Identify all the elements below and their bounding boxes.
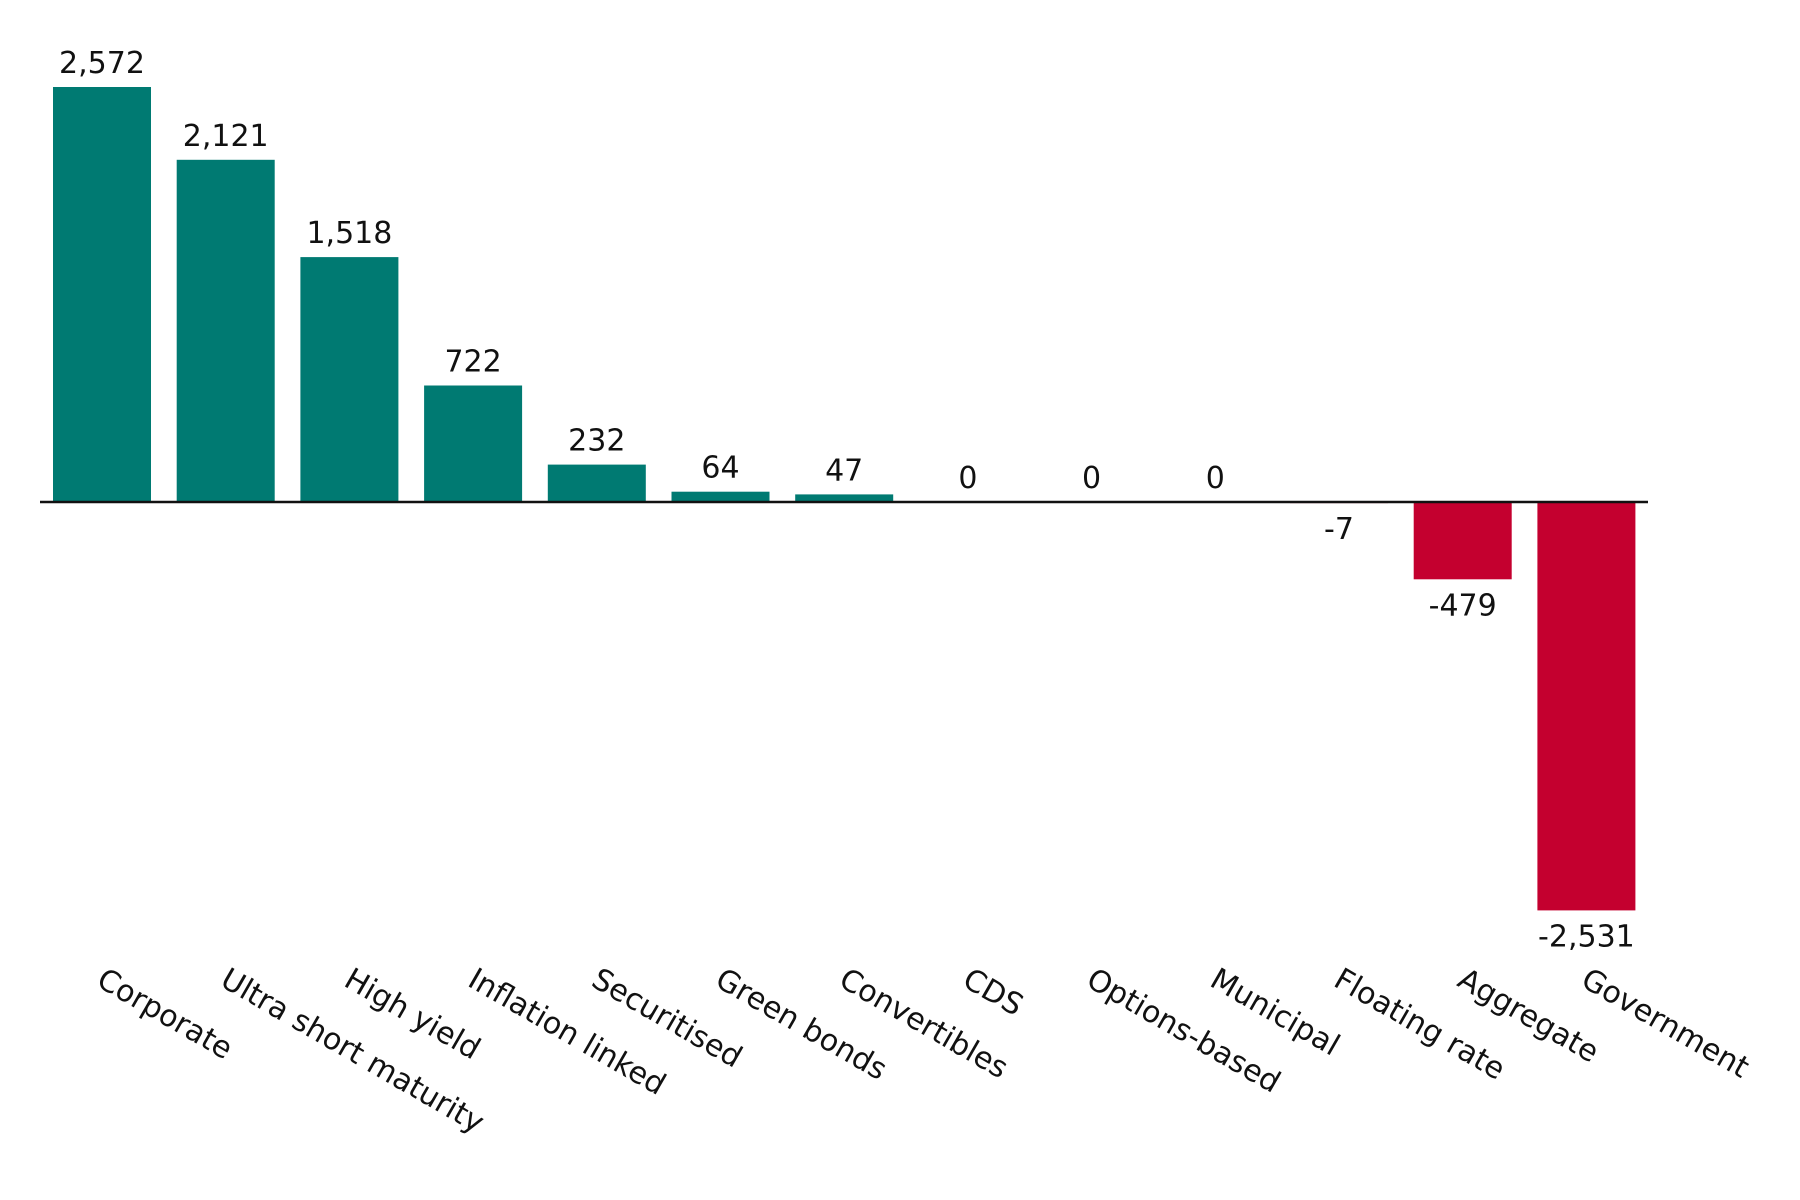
value-label-cds: 0 — [958, 461, 977, 496]
value-label-municipal: 0 — [1206, 461, 1225, 496]
bars-group — [53, 87, 1636, 911]
bar-government — [1537, 502, 1636, 911]
value-label-securitised: 232 — [568, 424, 625, 459]
category-label-cds: CDS — [957, 962, 1029, 1024]
value-label-aggregate: -479 — [1429, 588, 1497, 623]
value-label-floating-rate: -7 — [1324, 512, 1354, 547]
bar-securitised — [547, 464, 646, 502]
bar-high-yield — [300, 257, 399, 502]
value-label-high-yield: 1,518 — [306, 216, 392, 251]
bar-ultra-short-maturity — [176, 159, 275, 503]
value-label-green-bonds: 64 — [701, 451, 739, 486]
bar-convertibles — [795, 494, 894, 502]
category-label-corporate: Corporate — [91, 962, 238, 1067]
bar-corporate — [53, 87, 151, 502]
value-label-inflation-linked: 722 — [444, 345, 501, 380]
value-label-convertibles: 47 — [825, 453, 863, 488]
value-label-government: -2,531 — [1538, 919, 1635, 954]
value-label-corporate: 2,572 — [59, 46, 145, 81]
value-label-ultra-short-maturity: 2,121 — [183, 119, 269, 154]
bar-green-bonds — [671, 491, 770, 502]
value-label-options-based: 0 — [1082, 461, 1101, 496]
bar-aggregate — [1413, 502, 1512, 580]
category-label-government: Government — [1575, 962, 1755, 1086]
value-labels-group: 2,572 2,121 1,518 722 232 64 47 0 0 0 -7 -479 -2,531 — [59, 46, 1635, 954]
bar-inflation-linked — [424, 385, 523, 502]
